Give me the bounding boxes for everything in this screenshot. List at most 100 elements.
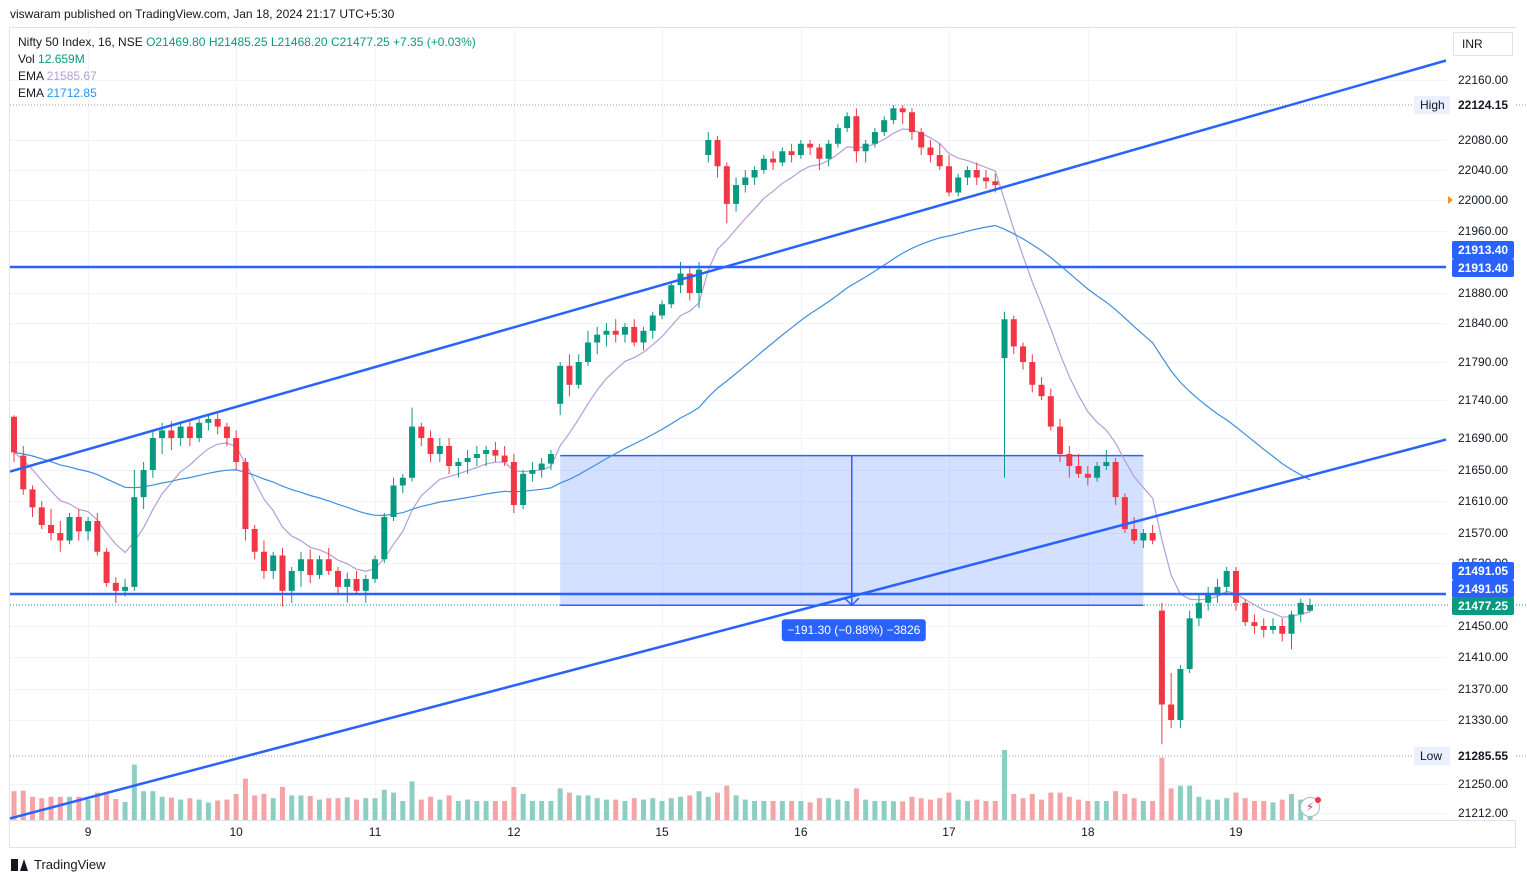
volume-bar	[1196, 796, 1202, 820]
candle-body	[1288, 614, 1295, 634]
candle-body	[427, 438, 434, 454]
candle-body	[992, 181, 999, 185]
currency-selector[interactable]: INR	[1453, 32, 1513, 56]
volume-legend[interactable]: Vol 12.659M	[18, 52, 85, 66]
volume-bar	[946, 792, 952, 820]
volume-bar	[85, 799, 91, 820]
volume-bar	[955, 799, 961, 820]
volume-bar	[659, 801, 665, 820]
time-tick-label: 15	[655, 825, 669, 839]
volume-bar	[400, 801, 406, 820]
tradingview-brand[interactable]: TradingView	[11, 857, 106, 872]
volume-bar	[1214, 799, 1220, 820]
time-tick-label: 11	[369, 825, 382, 839]
volume-bar	[20, 790, 26, 820]
volume-bar	[705, 796, 711, 820]
volume-bar	[1270, 802, 1276, 820]
price-tick-label: 21790.00	[1458, 355, 1508, 369]
volume-bar	[298, 795, 304, 820]
volume-bar	[678, 796, 684, 820]
candle-body	[1195, 602, 1202, 619]
candle-body	[844, 116, 851, 129]
volume-bar	[557, 788, 563, 820]
candle-body	[742, 177, 749, 185]
candle-body	[797, 143, 804, 155]
support-tag-2-value: 21491.05	[1458, 582, 1508, 596]
price-tick-label: 22080.00	[1458, 133, 1508, 147]
volume-bar	[1029, 794, 1035, 820]
support-tag-2-box	[1452, 580, 1514, 598]
high-tag-label: High	[1420, 98, 1445, 112]
candle-body	[260, 551, 267, 571]
volume-bar	[576, 795, 582, 820]
candle-body	[733, 185, 740, 204]
candle-body	[973, 170, 980, 178]
volume-bar	[196, 799, 202, 820]
candle-body	[1242, 602, 1249, 623]
upper-channel-trendline	[9, 59, 1447, 473]
volume-bar	[983, 801, 989, 820]
volume-bar	[798, 801, 804, 820]
ema-fast-legend[interactable]: EMA 21585.67	[18, 69, 97, 83]
candle-body	[649, 315, 656, 331]
candle-body	[538, 463, 545, 470]
candle-body	[390, 485, 397, 517]
candle-body	[631, 326, 638, 343]
price-tick-label: 22160.00	[1458, 73, 1508, 87]
candle-body	[418, 426, 425, 438]
candle-body	[1307, 605, 1313, 611]
volume-bar	[483, 801, 489, 820]
candle-body	[436, 446, 443, 454]
brand-label: TradingView	[34, 857, 106, 872]
support-tag-1-value: 21491.05	[1458, 564, 1508, 578]
candle-body	[473, 454, 480, 458]
candle-body	[325, 559, 332, 571]
volume-bar	[1288, 794, 1294, 820]
volume-bar	[668, 798, 674, 820]
candle-body	[1084, 473, 1091, 478]
candle-body	[372, 559, 379, 579]
symbol-legend[interactable]: Nifty 50 Index, 16, NSE O21469.80 H21485…	[18, 35, 476, 49]
candle-body	[57, 533, 64, 541]
measure-arrow-head	[844, 597, 860, 607]
candle-body	[1223, 570, 1230, 587]
price-tick-label: 21880.00	[1458, 286, 1508, 300]
volume-bar	[853, 788, 859, 820]
candle-body	[1038, 384, 1045, 397]
volume-bar	[900, 801, 906, 820]
volume-bar	[1205, 799, 1211, 820]
candle-body	[409, 426, 416, 478]
candle-body	[1029, 362, 1036, 385]
volume-bar	[455, 801, 461, 820]
price-tick-label: 21740.00	[1458, 393, 1508, 407]
volume-bar	[539, 801, 545, 820]
time-tick-label: 19	[1229, 825, 1243, 839]
volume-bar	[1224, 798, 1230, 820]
volume-bar	[492, 801, 498, 820]
candle-body	[1168, 704, 1175, 720]
volume-bar	[1076, 799, 1082, 820]
resistance-tag-1-box	[1452, 241, 1514, 259]
low-tag-value: 21285.55	[1458, 749, 1508, 763]
candle-body	[668, 285, 675, 305]
volume-bar	[131, 764, 137, 820]
candle-body	[48, 525, 55, 533]
candle-body	[621, 326, 628, 335]
candle-body	[94, 521, 101, 552]
volume-bar	[807, 802, 813, 820]
volume-bar	[168, 797, 174, 820]
time-tick-label: 16	[794, 825, 808, 839]
volume-bar	[1039, 799, 1045, 820]
price-tick-label: 21650.00	[1458, 463, 1508, 477]
tradingview-logo-icon	[11, 858, 29, 871]
volume-bar	[57, 796, 63, 820]
volume-bar	[437, 799, 443, 820]
ema-slow-legend[interactable]: EMA 21712.85	[18, 86, 97, 100]
price-tick-label: 21370.00	[1458, 682, 1508, 696]
volume-bar	[1233, 792, 1239, 820]
volume-bar	[687, 795, 693, 820]
volume-bar	[1122, 794, 1128, 820]
candle-body	[510, 462, 517, 505]
candle-body	[149, 438, 156, 470]
